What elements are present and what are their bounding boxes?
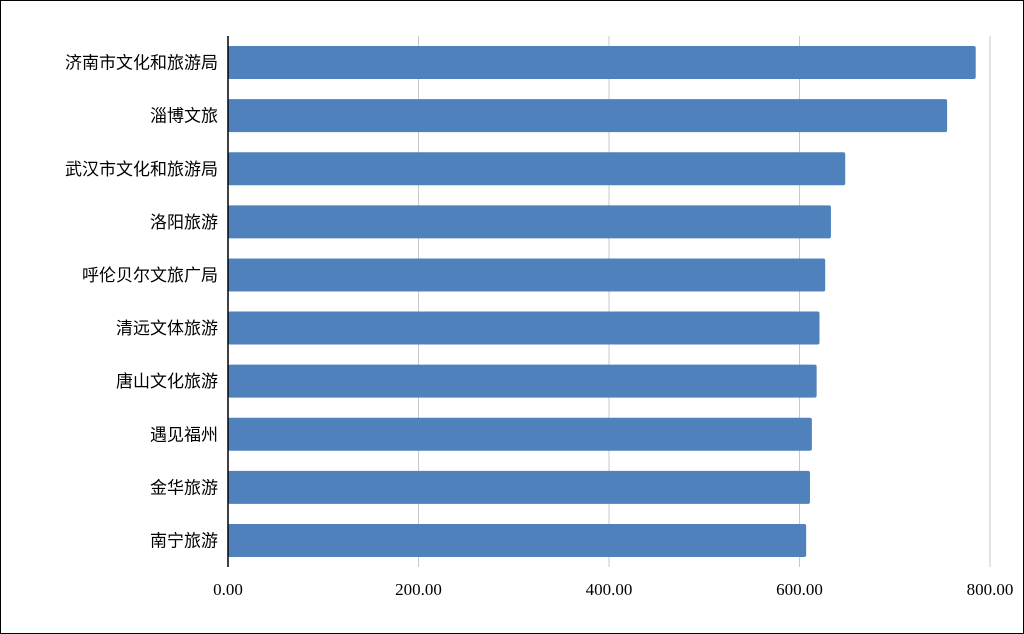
x-tick-label: 0.00 (213, 580, 243, 599)
category-label: 清远文体旅游 (116, 319, 218, 339)
bar (228, 99, 948, 133)
x-tick-label: 800.00 (967, 580, 1014, 599)
category-label: 武汉市文化和旅游局 (65, 160, 218, 180)
category-label: 唐山文化旅游 (116, 371, 218, 392)
bar (228, 46, 976, 80)
bar (228, 205, 831, 239)
bar (228, 523, 807, 557)
x-tick-label: 600.00 (776, 580, 823, 599)
category-label: 济南市文化和旅游局 (65, 54, 218, 74)
category-label: 遇见福州 (150, 425, 218, 445)
category-label: 淄博文旅 (150, 107, 218, 127)
x-tick-label: 200.00 (395, 580, 442, 599)
bar (228, 364, 817, 398)
bar (228, 470, 810, 504)
category-label: 洛阳旅游 (150, 213, 218, 233)
bar (228, 152, 846, 186)
x-tick-label: 400.00 (586, 580, 633, 599)
category-labels: 济南市文化和旅游局淄博文旅武汉市文化和旅游局洛阳旅游呼伦贝尔文旅广局清远文体旅游… (65, 54, 218, 552)
bars (228, 46, 976, 557)
x-tick-labels: 0.00 200.00 400.00 600.00 800.00 (213, 580, 1013, 599)
bar (228, 417, 812, 451)
category-label: 呼伦贝尔文旅广局 (82, 266, 218, 286)
bar (228, 258, 826, 292)
category-label: 金华旅游 (150, 478, 218, 498)
category-label: 南宁旅游 (150, 531, 218, 551)
bar (228, 311, 820, 345)
